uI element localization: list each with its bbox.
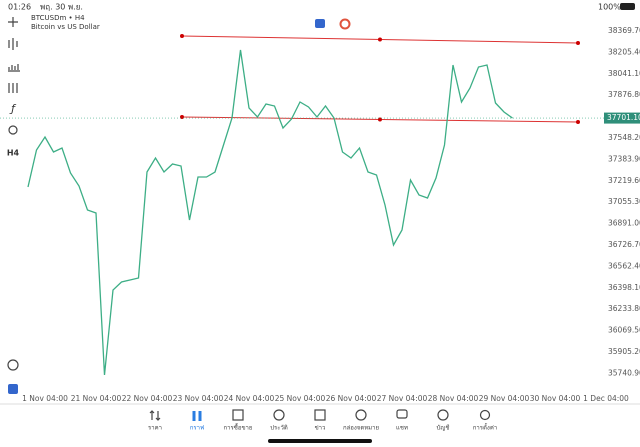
home-indicator	[268, 439, 372, 443]
status-date: พฤ. 30 พ.ย.	[40, 3, 83, 12]
x-tick-label: 25 Nov 04:00	[275, 394, 326, 403]
last-price-label: 37701.10	[607, 113, 640, 122]
symbol-description: Bitcoin vs US Dollar	[31, 23, 100, 31]
y-tick-label: 35740.90	[608, 368, 640, 377]
y-tick-label: 35905.20	[608, 347, 640, 356]
timeframe[interactable]: H4	[7, 149, 20, 158]
chart-type-tool[interactable]	[8, 38, 18, 50]
tab-icon	[396, 409, 408, 419]
tab-label[interactable]: กล่องจดหมาย	[343, 425, 379, 432]
status-battery: 100%	[598, 3, 621, 12]
trend-point[interactable]	[180, 34, 184, 38]
y-tick-label: 37219.60	[608, 176, 640, 185]
x-tick-label: 22 Nov 04:00	[122, 394, 173, 403]
x-tick-label: 29 Nov 04:00	[479, 394, 530, 403]
tab-label[interactable]: การตั้งค่า	[473, 422, 497, 432]
y-tick-label: 37383.90	[608, 154, 640, 163]
x-tick-label: 23 Nov 04:00	[173, 394, 224, 403]
tab-label[interactable]: การซื้อขาย	[224, 422, 253, 432]
settings-tool[interactable]	[8, 83, 18, 93]
objects-tool[interactable]	[8, 125, 18, 135]
last-price-box	[604, 112, 640, 124]
x-tick-label: 27 Nov 04:00	[377, 394, 428, 403]
y-tick-label: 38369.70	[608, 26, 640, 35]
tab-icon	[149, 410, 161, 421]
tab-label[interactable]: บัญชี	[437, 424, 450, 432]
y-tick-label: 37876.80	[608, 90, 640, 99]
x-tick-label: 24 Nov 04:00	[224, 394, 275, 403]
x-tick-label: 26 Nov 04:00	[326, 394, 377, 403]
trend-point[interactable]	[576, 41, 580, 45]
y-tick-label: 36398.10	[608, 283, 640, 292]
tab-icon	[355, 409, 367, 421]
tab-icon	[192, 411, 202, 421]
tab-label[interactable]: ประวัติ	[270, 425, 288, 432]
quick-icon[interactable]	[339, 18, 351, 30]
x-tick-label: 30 Nov 04:00	[530, 394, 581, 403]
tab-icon	[232, 409, 244, 421]
tab-icon	[437, 409, 449, 421]
x-tick-label: 1 Dec 04:00	[583, 394, 629, 403]
trend-point[interactable]	[576, 120, 580, 124]
tab-label[interactable]: กราฟ	[190, 425, 204, 432]
app-icon[interactable]	[8, 384, 18, 394]
crosshair-tool[interactable]	[8, 17, 18, 27]
price-line	[27, 49, 513, 376]
trade-icon[interactable]	[315, 19, 325, 28]
battery-icon	[620, 3, 635, 10]
x-tick-label: 28 Nov 04:00	[428, 394, 479, 403]
tab-label[interactable]: แชท	[396, 425, 408, 432]
trend-point[interactable]	[378, 37, 382, 42]
y-tick-label: 36069.50	[608, 326, 640, 335]
y-tick-label: 37548.20	[608, 133, 640, 142]
tab-label[interactable]: ราคา	[148, 425, 162, 432]
symbol[interactable]: BTCUSDm • H4	[31, 14, 85, 22]
y-tick-label: 37055.30	[608, 197, 640, 206]
left-toolbar: ƒ H4	[7, 17, 20, 394]
status-time: 01:26	[8, 3, 31, 12]
y-tick-label: 36891.00	[608, 219, 640, 228]
indicators-tool[interactable]	[8, 64, 20, 72]
tab-icon	[314, 409, 326, 421]
x-tick-label: 1 Nov 04:00	[22, 394, 68, 403]
y-tick-label: 36562.40	[608, 261, 640, 270]
function-tool[interactable]: ƒ	[9, 102, 17, 115]
y-tick-label: 38041.10	[608, 69, 640, 78]
tab-icon	[273, 409, 285, 421]
y-tick-label: 38205.40	[608, 47, 640, 56]
tab-label[interactable]: ข่าว	[315, 425, 326, 432]
tab-icon	[479, 409, 491, 421]
x-tick-label: 21 Nov 04:00	[71, 394, 122, 403]
speed-tool[interactable]	[7, 359, 19, 371]
y-tick-label: 36726.70	[608, 240, 640, 249]
tab-bar: ราคา กราฟ การซื้อขาย ประวัติ ข่าว กล่องจ…	[148, 409, 497, 432]
trend-point[interactable]	[378, 117, 382, 122]
y-tick-label: 36233.80	[608, 304, 640, 313]
